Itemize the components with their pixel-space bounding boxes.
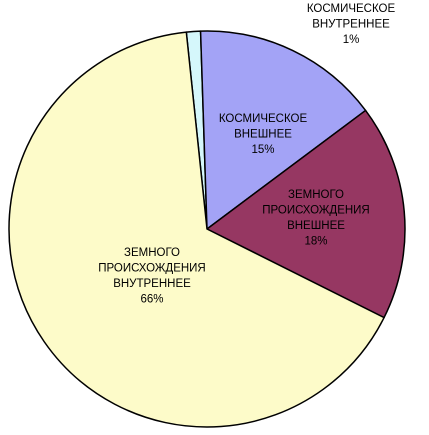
pie-slice-2 (199, 30, 367, 230)
slice-label-3: ЗЕМНОГО ПРОИСХОЖДЕНИЯ ВНЕШНЕЕ 18% (262, 189, 370, 248)
slice-label-1: КОСМИЧЕСКОЕ ВНУТРЕННЕЕ 1% (307, 3, 396, 46)
slice-label-line: КОСМИЧЕСКОЕ (219, 113, 308, 125)
slice-percent: 15% (251, 144, 274, 156)
slice-label-4: ЗЕМНОГО ПРОИСХОЖДЕНИЯ ВНУТРЕННЕЕ 66% (98, 247, 206, 306)
slice-percent: 18% (304, 236, 327, 248)
slice-label-2: КОСМИЧЕСКОЕ ВНЕШНЕЕ 15% (219, 113, 308, 156)
slice-percent: 1% (343, 34, 360, 46)
pie-slice-3 (206, 109, 406, 319)
slice-label-line: КОСМИЧЕСКОЕ (307, 3, 396, 15)
pie-slices (8, 30, 406, 428)
slice-label-line: ВНЕШНЕЕ (234, 129, 292, 141)
pie-slice-4 (8, 31, 385, 428)
slice-label-line: ВНУТРЕННЕЕ (312, 19, 390, 31)
slice-label-line: ПРОИСХОЖДЕНИЯ (262, 205, 370, 217)
slice-label-line: ЗЕМНОГО (124, 247, 180, 259)
slice-label-line: ВНУТРЕННЕЕ (113, 278, 191, 290)
slice-label-line: ВНЕШНЕЕ (287, 220, 345, 232)
pie-labels: КОСМИЧЕСКОЕ ВНУТРЕННЕЕ 1% КОСМИЧЕСКОЕ ВНЕШНЕ… (98, 3, 395, 306)
slice-label-line: ПРОИСХОЖДЕНИЯ (98, 263, 206, 275)
slice-label-line: ЗЕМНОГО (288, 189, 344, 201)
slice-percent: 66% (140, 294, 163, 306)
